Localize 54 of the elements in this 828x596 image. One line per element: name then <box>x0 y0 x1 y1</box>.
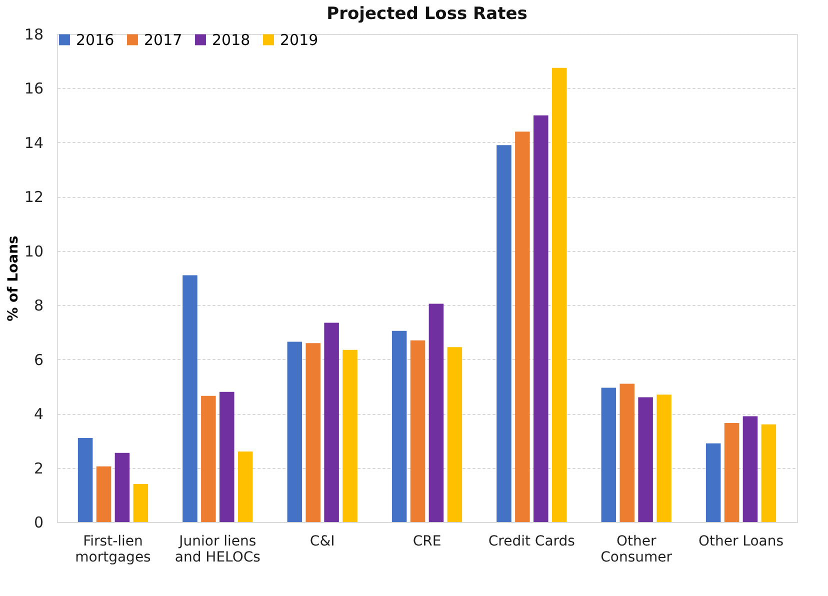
bar <box>706 443 721 522</box>
bar <box>534 115 548 522</box>
x-tick-label: CRE <box>412 534 442 550</box>
bar <box>656 394 672 522</box>
bar <box>620 384 634 522</box>
bar <box>428 304 444 522</box>
bar <box>638 397 653 522</box>
bar <box>287 342 302 522</box>
bar <box>114 452 130 522</box>
category-label: First-lien <box>83 534 143 550</box>
y-tick-label: 14 <box>24 134 44 152</box>
bar <box>324 322 339 522</box>
bar <box>182 275 198 522</box>
category-label: Other <box>616 534 656 550</box>
bar <box>447 347 462 522</box>
legend-label: 2019 <box>280 30 318 49</box>
y-tick-label: 0 <box>34 514 44 532</box>
category-label: and HELOCs <box>174 550 260 566</box>
bar <box>724 423 740 522</box>
y-tick-label: 4 <box>34 405 44 424</box>
bar <box>392 330 407 522</box>
bar <box>133 484 148 522</box>
x-tick-label: C&I <box>310 534 335 550</box>
bar <box>220 392 234 522</box>
legend-label: 2018 <box>212 30 250 49</box>
y-tick-label: 16 <box>24 80 44 98</box>
bar <box>238 452 253 522</box>
category-label: Consumer <box>600 550 672 566</box>
y-tick-label: 18 <box>24 26 44 44</box>
y-axis-title: % of Loans <box>5 236 22 322</box>
bar <box>742 416 758 522</box>
bar <box>410 340 426 522</box>
bar <box>496 145 512 522</box>
bar <box>761 424 776 522</box>
x-tick-label: Credit Cards <box>488 534 575 550</box>
y-tick-label: 10 <box>24 242 44 260</box>
legend-label: 2017 <box>144 30 182 49</box>
chart-title: Projected Loss Rates <box>326 4 528 24</box>
category-label: mortgages <box>75 550 151 566</box>
y-tick-label: 6 <box>34 350 44 369</box>
bar <box>201 396 216 522</box>
bar <box>306 343 320 522</box>
y-tick-label: 2 <box>34 459 44 478</box>
x-tick-label: Other Loans <box>698 534 784 550</box>
bar <box>342 350 358 522</box>
category-label: Junior liens <box>179 534 256 550</box>
bar <box>601 388 616 522</box>
bar <box>96 466 112 522</box>
y-tick-label: 12 <box>24 188 44 206</box>
bar <box>552 68 567 522</box>
y-tick-label: 8 <box>34 296 44 315</box>
bar <box>515 132 530 522</box>
legend-label: 2016 <box>76 30 114 49</box>
bar <box>78 438 93 522</box>
